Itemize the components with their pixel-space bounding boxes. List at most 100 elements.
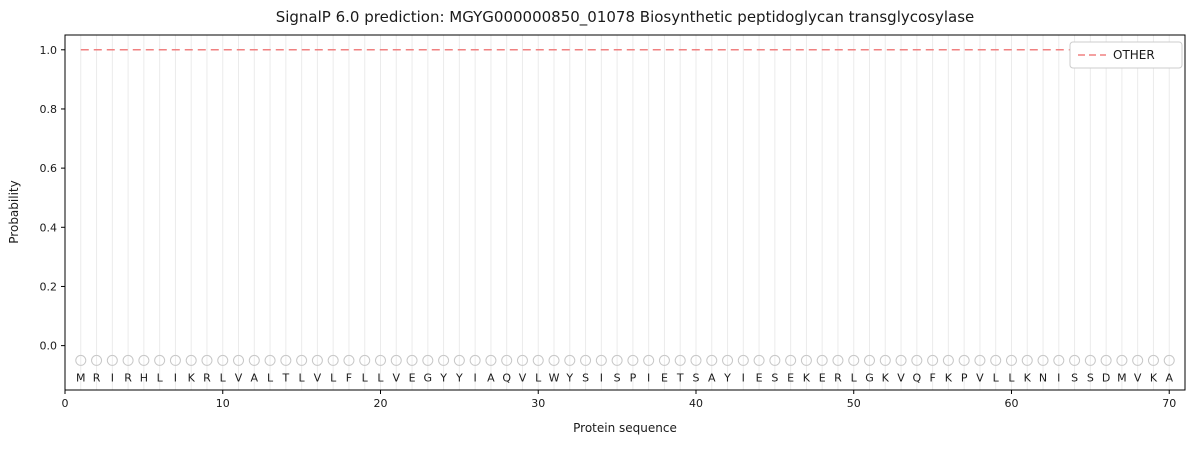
residue-marker-circle xyxy=(627,354,639,366)
residue-marker-circle xyxy=(1116,354,1128,366)
residue-marker-circle xyxy=(1132,354,1144,366)
residue-letter: L xyxy=(330,371,337,384)
residue-marker-circle xyxy=(1147,354,1159,366)
residue-marker-circle xyxy=(311,354,323,366)
residue-marker-circle xyxy=(280,354,292,366)
x-tick-label: 70 xyxy=(1162,397,1176,410)
residue-marker-circle xyxy=(422,354,434,366)
x-tick-label: 20 xyxy=(373,397,387,410)
y-tick-label: 1.0 xyxy=(40,44,58,57)
x-tick-label: 30 xyxy=(531,397,545,410)
residue-marker-circle xyxy=(974,354,986,366)
residue-marker-circle xyxy=(737,354,749,366)
residue-marker-circle xyxy=(438,354,450,366)
residue-marker-circle xyxy=(1005,354,1017,366)
residue-letter: L xyxy=(220,371,227,384)
residue-marker-circle xyxy=(1037,354,1049,366)
residue-letter: K xyxy=(945,371,953,384)
residue-letter: L xyxy=(157,371,164,384)
residue-marker-circle xyxy=(564,354,576,366)
residue-marker-circle xyxy=(359,354,371,366)
legend-other-label: OTHER xyxy=(1113,48,1155,62)
x-tick-label: 10 xyxy=(216,397,230,410)
y-tick-label: 0.2 xyxy=(40,280,58,293)
residue-letter: S xyxy=(1087,371,1094,384)
residue-letter: A xyxy=(708,371,716,384)
residue-letter: F xyxy=(346,371,352,384)
y-tick-label: 0.8 xyxy=(40,103,58,116)
residue-letter: F xyxy=(929,371,935,384)
residue-letter: S xyxy=(614,371,621,384)
residue-marker-circle xyxy=(106,354,118,366)
residue-letter: E xyxy=(756,371,763,384)
residue-marker-circle xyxy=(1069,354,1081,366)
residue-marker-circle xyxy=(296,354,308,366)
residue-letter: S xyxy=(1071,371,1078,384)
residue-letter: T xyxy=(281,371,289,384)
residue-letter: R xyxy=(93,371,101,384)
residue-marker-circle xyxy=(722,354,734,366)
residue-marker-circle xyxy=(75,354,87,366)
residue-marker-circle xyxy=(690,354,702,366)
residue-marker-circle xyxy=(390,354,402,366)
residue-letter: P xyxy=(961,371,968,384)
axes-spines xyxy=(64,34,1186,391)
residue-letter: I xyxy=(474,371,477,384)
residue-marker-circle xyxy=(264,354,276,366)
residue-letter: L xyxy=(851,371,858,384)
residue-letter: G xyxy=(865,371,874,384)
residue-letter: P xyxy=(630,371,637,384)
residue-marker-circle xyxy=(501,354,513,366)
residue-letter: V xyxy=(976,371,984,384)
residue-letter: K xyxy=(188,371,196,384)
residue-letter: I xyxy=(1057,371,1060,384)
residue-letter: Y xyxy=(455,371,463,384)
residue-marker-circle xyxy=(832,354,844,366)
residue-letter: A xyxy=(487,371,495,384)
residue-marker-circle xyxy=(548,354,560,366)
residue-letter: K xyxy=(882,371,890,384)
residue-marker-circle xyxy=(958,354,970,366)
residue-letter: V xyxy=(519,371,527,384)
residue-letter: K xyxy=(1024,371,1032,384)
residue-letter: M xyxy=(1117,371,1127,384)
residue-marker-circle xyxy=(879,354,891,366)
x-axis-label: Protein sequence xyxy=(573,421,677,435)
residue-marker-circle xyxy=(374,354,386,366)
y-axis-label: Probability xyxy=(7,180,21,243)
residue-letter: L xyxy=(535,371,542,384)
residue-letter: A xyxy=(1165,371,1173,384)
residue-marker-circle xyxy=(769,354,781,366)
residue-marker-circle xyxy=(154,354,166,366)
residue-marker-circle xyxy=(485,354,497,366)
residue-marker-circle xyxy=(453,354,465,366)
legend-box xyxy=(1069,41,1183,69)
residue-letter: L xyxy=(362,371,369,384)
residue-letter: R xyxy=(834,371,842,384)
residue-marker-circle xyxy=(327,354,339,366)
residue-marker-circle xyxy=(895,354,907,366)
residue-marker-circle xyxy=(469,354,481,366)
residue-marker-circle xyxy=(1021,354,1033,366)
residue-marker-circle xyxy=(864,354,876,366)
residue-letter: E xyxy=(787,371,794,384)
residue-letter: K xyxy=(803,371,811,384)
residue-letter: D xyxy=(1102,371,1110,384)
y-tick-label: 0.6 xyxy=(40,162,58,175)
plot-area: 0 10 20 30 40 50 60 700.00.20.40.60.81.0M R I R H L I… xyxy=(40,34,1186,410)
residue-letter: L xyxy=(1008,371,1015,384)
residue-letter: I xyxy=(647,371,650,384)
residue-marker-circle xyxy=(122,354,134,366)
residue-letter: V xyxy=(897,371,905,384)
residue-marker-circle xyxy=(785,354,797,366)
residue-marker-circle xyxy=(516,354,528,366)
residue-marker-circle xyxy=(532,354,544,366)
residue-marker-circle xyxy=(185,354,197,366)
residue-marker-circle xyxy=(706,354,718,366)
residue-letter: Y xyxy=(439,371,447,384)
residue-marker-circle xyxy=(1163,354,1175,366)
residue-letter: V xyxy=(393,371,401,384)
residue-marker-circle xyxy=(248,354,260,366)
residue-marker-circle xyxy=(169,354,181,366)
